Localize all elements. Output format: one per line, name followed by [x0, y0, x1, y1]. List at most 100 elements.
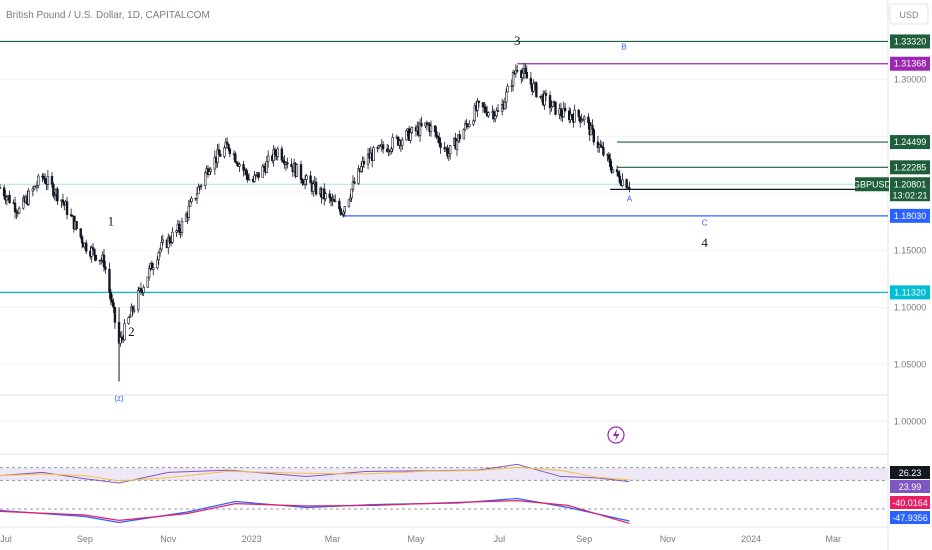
candle-body — [295, 164, 299, 177]
candle-body — [33, 185, 36, 190]
candle-body — [79, 228, 82, 238]
candle-body — [592, 129, 596, 143]
candle-body — [110, 299, 114, 303]
currency-button[interactable] — [889, 3, 929, 25]
candle-body — [27, 190, 30, 205]
candle-body — [472, 120, 475, 125]
price-tag — [890, 208, 930, 223]
candle-body — [562, 107, 565, 118]
candle-body — [465, 123, 468, 125]
currency-label: USD — [899, 10, 919, 20]
current-price-tag — [890, 177, 930, 202]
candle-body — [496, 110, 500, 112]
candle-body — [351, 181, 355, 190]
candle-body — [429, 125, 433, 133]
wave-label: B — [621, 43, 626, 52]
candle-body — [22, 197, 25, 209]
wave-labels: 3 B 1 2 (z) A C 4 — [108, 33, 709, 403]
candle-body — [372, 147, 375, 161]
candle-body — [13, 202, 17, 213]
candle-body — [580, 119, 583, 123]
candle-body — [273, 149, 277, 155]
candle-body — [439, 142, 442, 148]
time-tick: Sep — [77, 534, 93, 544]
candle-body — [128, 315, 132, 318]
candle-body — [505, 91, 508, 103]
candle-body — [554, 101, 557, 115]
candle-body — [583, 116, 586, 121]
candle-body — [199, 185, 203, 187]
time-tick: Sep — [576, 534, 592, 544]
candle-body — [611, 169, 615, 173]
osc-value-tag — [890, 496, 930, 509]
candle-body — [420, 122, 423, 127]
candle-body — [0, 187, 2, 189]
osc-value-tag — [890, 511, 930, 524]
candle-body — [120, 336, 123, 339]
candle-body — [35, 185, 39, 188]
candle-body — [438, 137, 441, 144]
price-axis[interactable]: 1.333201.313681.244991.222851.203521.180… — [853, 34, 930, 426]
candle-body — [347, 199, 351, 207]
candle-body — [139, 288, 143, 292]
candle-body — [272, 149, 275, 162]
candle-body — [160, 241, 163, 250]
price-tag-label: 1.24499 — [894, 137, 927, 147]
price-tick: 1.05000 — [894, 359, 927, 369]
candle-body — [340, 213, 344, 216]
candle-body — [127, 317, 130, 324]
rsi-signal-line — [0, 466, 630, 482]
candle-body — [492, 111, 496, 120]
price-tag-label: 1.18030 — [894, 211, 927, 221]
osc-value-1: -40.0164 — [892, 498, 928, 508]
candle-body — [360, 166, 363, 172]
candle-body — [532, 83, 535, 92]
horizontal-levels[interactable] — [0, 40, 888, 293]
wave-label: A — [627, 194, 633, 203]
candle-body — [286, 162, 289, 165]
candle-body — [338, 200, 341, 210]
wave-label: 4 — [701, 235, 708, 250]
price-tick: 1.30000 — [894, 74, 927, 84]
candle-body — [69, 214, 73, 216]
candle-body — [17, 207, 21, 214]
candle-body — [204, 172, 207, 186]
candle-body — [175, 230, 178, 233]
candle-body — [484, 106, 487, 113]
candle-body — [190, 198, 193, 203]
candle-body — [448, 145, 452, 155]
candle-body — [108, 268, 111, 293]
candle-body — [390, 148, 393, 152]
candle-body — [280, 148, 284, 161]
price-tick: 1.15000 — [894, 245, 927, 255]
candle-body — [618, 175, 622, 183]
candle-body — [303, 179, 307, 185]
candle-body — [494, 115, 497, 120]
candle-body — [621, 179, 624, 186]
time-axis[interactable]: Jul Sep Nov 2023 Mar May Jul Sep Nov 2024 Mar — [0, 534, 841, 544]
alert-icon[interactable] — [607, 426, 625, 444]
candle-body — [559, 108, 563, 116]
candle-body — [600, 146, 604, 148]
price-tag — [890, 160, 930, 175]
candle-body — [447, 153, 450, 157]
candle-body — [573, 109, 576, 123]
candle-body — [5, 196, 9, 201]
candle-body — [332, 199, 336, 202]
candle-body — [208, 171, 211, 175]
candle-body — [253, 175, 256, 182]
price-tag — [890, 34, 930, 49]
price-tag-label: 1.22285 — [894, 162, 927, 172]
candle-body — [246, 174, 249, 181]
candle-body — [136, 290, 140, 311]
candle-body — [418, 122, 422, 136]
candle-body — [324, 193, 327, 200]
candle-body — [353, 181, 356, 184]
candle-body — [521, 72, 524, 78]
candle-body — [377, 144, 381, 149]
candle-body — [223, 147, 226, 157]
candle-body — [503, 101, 507, 110]
candle-body — [262, 165, 266, 168]
candle-body — [339, 208, 342, 215]
